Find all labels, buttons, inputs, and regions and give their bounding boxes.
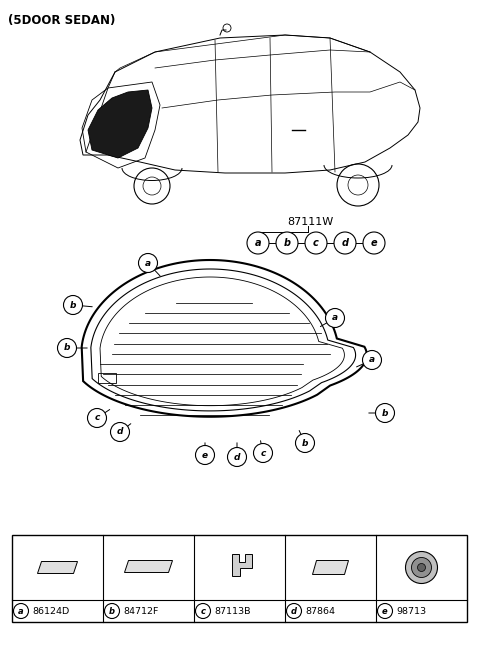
Text: d: d — [291, 607, 297, 616]
Text: 87864: 87864 — [305, 607, 335, 616]
Text: b: b — [284, 238, 290, 248]
Circle shape — [406, 552, 437, 584]
Circle shape — [87, 409, 107, 428]
Circle shape — [296, 434, 314, 453]
Circle shape — [58, 339, 76, 358]
Text: e: e — [382, 607, 388, 616]
Circle shape — [305, 232, 327, 254]
Text: e: e — [202, 451, 208, 460]
Circle shape — [247, 232, 269, 254]
Circle shape — [362, 350, 382, 369]
Text: c: c — [260, 449, 266, 457]
Circle shape — [110, 422, 130, 441]
Polygon shape — [37, 561, 77, 574]
Text: c: c — [313, 238, 319, 248]
Circle shape — [411, 557, 432, 578]
Text: d: d — [341, 238, 348, 248]
Text: c: c — [201, 607, 205, 616]
Circle shape — [418, 563, 425, 572]
Circle shape — [63, 295, 83, 314]
Text: b: b — [382, 409, 388, 417]
Text: 86124D: 86124D — [32, 607, 69, 616]
Text: b: b — [70, 301, 76, 310]
Circle shape — [287, 603, 301, 618]
Polygon shape — [312, 561, 348, 574]
Text: d: d — [234, 453, 240, 462]
Circle shape — [276, 232, 298, 254]
Text: a: a — [18, 607, 24, 616]
Text: (5DOOR SEDAN): (5DOOR SEDAN) — [8, 14, 115, 27]
Text: a: a — [255, 238, 261, 248]
Polygon shape — [124, 561, 172, 572]
Circle shape — [253, 443, 273, 462]
Circle shape — [13, 603, 28, 618]
Circle shape — [228, 447, 247, 466]
Circle shape — [334, 232, 356, 254]
Circle shape — [363, 232, 385, 254]
Text: e: e — [371, 238, 377, 248]
Circle shape — [375, 403, 395, 422]
Circle shape — [195, 603, 211, 618]
Text: 87111W: 87111W — [287, 217, 333, 227]
Text: a: a — [332, 314, 338, 322]
Text: c: c — [94, 413, 100, 422]
Polygon shape — [231, 553, 252, 576]
Circle shape — [139, 253, 157, 272]
Text: 87113B: 87113B — [214, 607, 251, 616]
Bar — [12, 535, 467, 622]
Text: d: d — [117, 428, 123, 436]
Text: b: b — [302, 438, 308, 447]
Text: b: b — [109, 607, 115, 616]
Circle shape — [325, 309, 345, 328]
Text: 84712F: 84712F — [123, 607, 158, 616]
Text: a: a — [369, 356, 375, 364]
Circle shape — [105, 603, 120, 618]
Polygon shape — [100, 277, 344, 405]
Text: 98713: 98713 — [396, 607, 426, 616]
Text: a: a — [145, 259, 151, 267]
Circle shape — [377, 603, 393, 618]
Circle shape — [195, 445, 215, 464]
Polygon shape — [88, 90, 152, 158]
Bar — [98, 373, 116, 383]
Text: b: b — [64, 343, 70, 352]
